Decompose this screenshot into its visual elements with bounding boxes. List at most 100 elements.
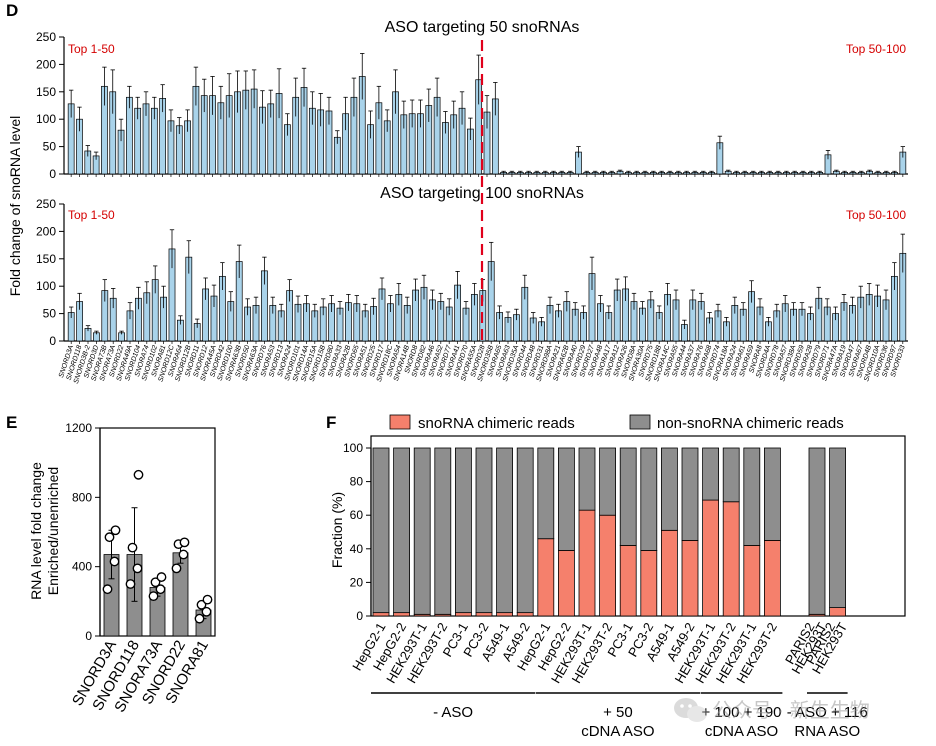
f-group-label: - ASO bbox=[433, 704, 473, 721]
f-group-label: cDNA ASO bbox=[581, 723, 654, 740]
f-bar-snorna bbox=[702, 499, 719, 617]
e-data-point bbox=[132, 563, 143, 574]
f-bar-non-snorna bbox=[619, 447, 637, 546]
f-group-label: RNA ASO bbox=[794, 723, 860, 740]
e-data-point bbox=[127, 542, 138, 553]
d-top-y-tick-label: 200 bbox=[36, 57, 56, 71]
d-bottom-y-tick-label: 0 bbox=[49, 334, 56, 348]
f-bar-non-snorna bbox=[454, 447, 472, 614]
legend-label-non-snorna: non-snoRNA chimeric reads bbox=[657, 415, 844, 432]
f-group-label: + 50 bbox=[603, 704, 633, 721]
d-bottom-annotation-left: Top 1-50 bbox=[68, 208, 115, 222]
f-bar-non-snorna bbox=[516, 447, 534, 614]
f-bar-non-snorna bbox=[599, 447, 616, 516]
f-y-tick-label: 100 bbox=[343, 441, 363, 455]
f-bar-non-snorna bbox=[558, 447, 575, 551]
f-bar-snorna bbox=[393, 612, 411, 617]
panel-letter-f: F bbox=[326, 413, 336, 432]
f-y-tick-label: 20 bbox=[350, 575, 364, 589]
panel-letter-e: E bbox=[6, 413, 17, 432]
f-bar-snorna bbox=[661, 529, 678, 617]
e-y-tick-label: 1200 bbox=[65, 421, 92, 435]
f-y-tick-label: 40 bbox=[350, 542, 364, 556]
f-bar-non-snorna bbox=[496, 447, 514, 614]
f-bar-snorna bbox=[372, 612, 390, 617]
panel-e-chart: RNA level fold change Enriched/unenriche… bbox=[28, 421, 216, 715]
d-bottom-annotation-right: Top 50-100 bbox=[846, 208, 906, 222]
d-ylabel: Fold change of snoRNA level bbox=[7, 116, 23, 297]
f-bar-non-snorna bbox=[475, 447, 493, 614]
f-group-label: + 100 + 190 bbox=[701, 704, 781, 721]
e-data-point bbox=[178, 549, 189, 560]
f-bar-snorna bbox=[454, 612, 472, 617]
f-bar-snorna bbox=[829, 607, 846, 617]
f-bar-snorna bbox=[722, 501, 740, 617]
e-data-point bbox=[104, 532, 115, 543]
e-y-tick-label: 0 bbox=[85, 629, 92, 643]
d-top-annotation-left: Top 1-50 bbox=[68, 42, 115, 56]
f-bar-non-snorna bbox=[434, 447, 452, 615]
e-data-point bbox=[148, 591, 159, 602]
f-bar-snorna bbox=[599, 514, 616, 617]
f-ylabel: Fraction (%) bbox=[329, 492, 345, 568]
f-group-label: - ASO + 116 bbox=[787, 704, 868, 721]
f-bar-snorna bbox=[619, 545, 637, 617]
f-bar-snorna bbox=[681, 540, 699, 617]
d-top-y-tick-label: 250 bbox=[36, 30, 56, 44]
d-bottom-y-tick-label: 200 bbox=[36, 224, 56, 238]
f-bar-snorna bbox=[537, 538, 555, 617]
e-data-point bbox=[110, 525, 121, 536]
f-legend: snoRNA chimeric reads non-snoRNA chimeri… bbox=[389, 414, 844, 432]
f-bar-non-snorna bbox=[808, 447, 826, 615]
e-y-tick-label: 400 bbox=[72, 560, 92, 574]
f-bar-non-snorna bbox=[413, 447, 431, 615]
legend-label-snorna: snoRNA chimeric reads bbox=[418, 415, 575, 432]
e-data-point bbox=[150, 577, 161, 588]
watermark-text: 公众号 · 新生生物 bbox=[712, 699, 870, 722]
f-bar-snorna bbox=[475, 612, 493, 617]
d-top-y-tick-label: 50 bbox=[43, 140, 57, 154]
e-ylabel-line1: RNA level fold change bbox=[28, 462, 44, 600]
f-bar-non-snorna bbox=[743, 447, 761, 546]
e-data-point bbox=[155, 584, 166, 595]
e-data-point bbox=[133, 469, 144, 480]
f-bar-snorna bbox=[764, 540, 781, 617]
d-bottom-y-tick-label: 100 bbox=[36, 279, 56, 293]
e-data-point bbox=[202, 594, 213, 605]
f-bar-snorna bbox=[578, 509, 596, 617]
d-top-bar bbox=[126, 96, 133, 175]
e-data-point bbox=[196, 599, 207, 610]
f-bar-snorna bbox=[558, 550, 575, 617]
d-top-y-tick-label: 150 bbox=[36, 85, 56, 99]
d-top-title: ASO targeting 50 snoRNAs bbox=[385, 19, 580, 36]
watermark: 公众号 · 新生生物 bbox=[674, 698, 870, 722]
f-group-label: cDNA ASO bbox=[705, 723, 778, 740]
d-bottom-y-tick-label: 250 bbox=[36, 197, 56, 211]
d-top-y-tick-label: 0 bbox=[49, 167, 56, 181]
f-bar-non-snorna bbox=[640, 447, 658, 551]
legend-swatch-non-snorna bbox=[629, 414, 651, 430]
f-y-tick-label: 0 bbox=[356, 609, 363, 623]
e-data-point bbox=[179, 537, 190, 548]
f-bar-snorna bbox=[640, 550, 658, 617]
panel-d-top-chart: ASO targeting 50 snoRNAs Top 1-50 Top 50… bbox=[36, 19, 908, 181]
e-data-point bbox=[171, 563, 182, 574]
f-bar-non-snorna bbox=[537, 447, 555, 540]
f-bar-non-snorna bbox=[372, 447, 390, 614]
f-bar-non-snorna bbox=[764, 447, 781, 541]
f-y-tick-label: 60 bbox=[350, 508, 364, 522]
e-data-point bbox=[156, 572, 167, 582]
d-bottom-y-tick-label: 150 bbox=[36, 252, 56, 266]
f-bar-non-snorna bbox=[393, 447, 411, 614]
f-bar-snorna bbox=[496, 612, 514, 617]
f-bar-snorna bbox=[743, 545, 761, 617]
e-data-point bbox=[125, 579, 136, 589]
panel-d-bottom-chart: ASO targeting 100 snoRNAs Top 1-50 Top 5… bbox=[36, 185, 908, 385]
e-data-point bbox=[109, 556, 120, 567]
f-bar-non-snorna bbox=[829, 447, 846, 609]
f-bar-non-snorna bbox=[702, 447, 719, 501]
d-top-y-tick-label: 100 bbox=[36, 112, 56, 126]
f-bar-snorna bbox=[516, 612, 534, 617]
legend-swatch-snorna bbox=[389, 414, 411, 430]
